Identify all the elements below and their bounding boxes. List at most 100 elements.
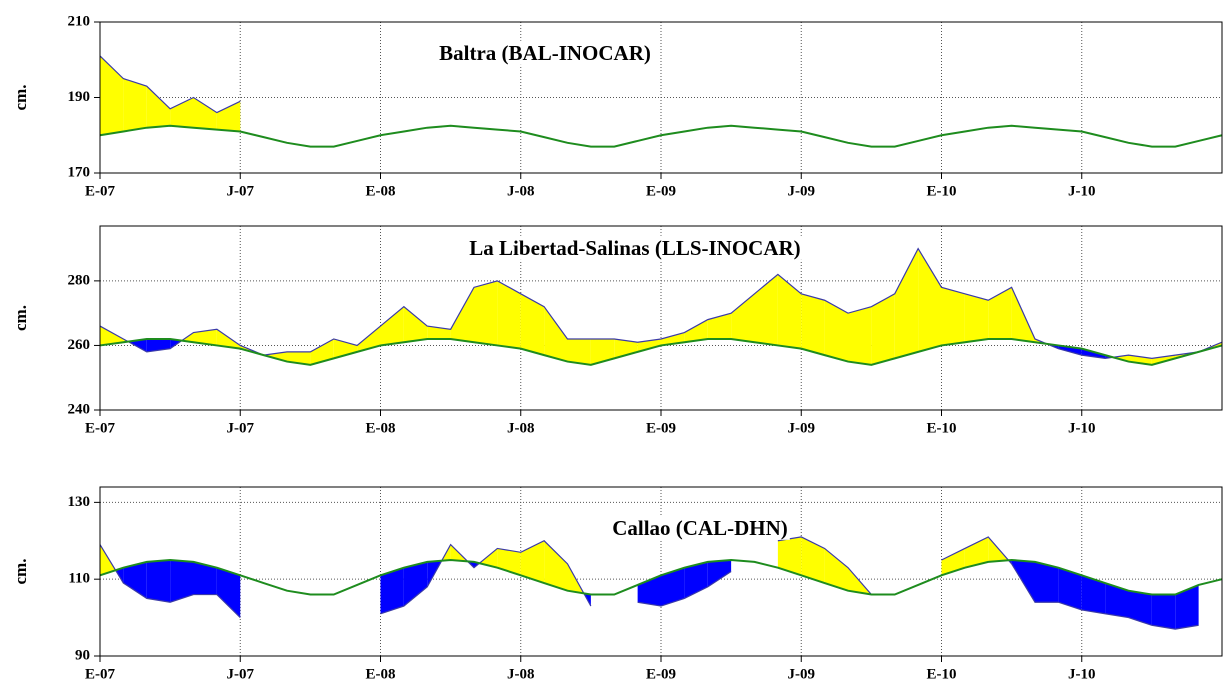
x-tick-label: E-07 (85, 420, 116, 436)
anomaly-fill (1081, 575, 1106, 614)
anomaly-fill (590, 338, 615, 365)
x-tick-label: J-07 (227, 666, 255, 682)
observed-line (99, 536, 1199, 630)
anomaly-fill (310, 338, 334, 365)
x-tick-label: E-09 (646, 420, 676, 436)
x-tick-label: E-10 (927, 666, 957, 682)
anomaly-fill (941, 287, 965, 346)
x-tick-label: J-08 (507, 183, 535, 199)
observed-line (99, 55, 241, 114)
anomaly-fill (567, 338, 591, 365)
x-tick-label: E-08 (366, 183, 396, 199)
anomaly-fill (1151, 594, 1176, 630)
anomaly-fill (380, 306, 404, 346)
plot-frame (99, 486, 1223, 657)
anomaly-fill (193, 97, 217, 130)
anomaly-fill (100, 326, 124, 346)
panel-title: Callao (CAL-DHN) (612, 516, 788, 540)
anomaly-fill (707, 313, 732, 339)
anomaly-fill (661, 567, 685, 607)
anomaly-fill (123, 561, 147, 599)
plot-frame (99, 21, 1223, 174)
anomaly-fill (614, 338, 638, 359)
anomaly-fill (964, 536, 989, 568)
y-tick-label: 210 (68, 13, 91, 29)
anomaly-fill (707, 559, 732, 587)
anomaly-fill (544, 306, 568, 362)
anomaly-fill (357, 326, 381, 352)
anomaly-fill (1105, 583, 1129, 618)
y-tick-label: 170 (68, 164, 91, 180)
y-tick-label: 110 (68, 571, 90, 587)
anomaly-fill (894, 248, 919, 359)
x-tick-label: J-07 (227, 420, 255, 436)
anomaly-fill (918, 248, 942, 352)
anomaly-fill (100, 544, 116, 576)
x-tick-label: J-08 (507, 420, 535, 436)
y-axis-label: cm. (11, 305, 30, 331)
panel-title: La Libertad-Salinas (LLS-INOCAR) (469, 236, 800, 260)
x-tick-label: J-08 (507, 666, 535, 682)
anomaly-fill (988, 287, 1012, 339)
anomaly-fill (474, 280, 498, 346)
anomaly-fill (731, 293, 755, 343)
anomaly-fill (123, 78, 147, 132)
observed-line (99, 247, 1223, 359)
x-tick-label: J-10 (1068, 183, 1096, 199)
y-tick-label: 90 (75, 647, 90, 663)
anomaly-fill (403, 306, 428, 343)
title-background (437, 40, 653, 65)
anomaly-fill (801, 536, 825, 584)
x-tick-label: E-10 (927, 420, 957, 436)
x-tick-label: J-07 (227, 183, 255, 199)
anomaly-fill (544, 540, 568, 591)
anomaly-fill (497, 280, 521, 349)
anomaly-fill (216, 567, 241, 618)
title-background (610, 515, 790, 540)
anomaly-fill (754, 274, 778, 346)
anomaly-fill (216, 329, 241, 349)
y-axis-label: cm. (11, 85, 30, 111)
climatology-line (99, 124, 1223, 148)
anomaly-fill (380, 567, 404, 614)
anomaly-fill (871, 293, 895, 365)
anomaly-fill (170, 97, 194, 128)
climatology-line (99, 558, 1223, 596)
anomaly-fill (403, 561, 428, 607)
anomaly-fill (964, 293, 989, 343)
anomaly-fill (848, 306, 872, 365)
x-tick-label: J-09 (788, 420, 816, 436)
x-tick-label: E-10 (927, 183, 957, 199)
anomaly-fill (1175, 584, 1199, 630)
anomaly-fill (777, 274, 802, 349)
anomaly-fill (824, 548, 848, 591)
anomaly-fill (450, 287, 474, 343)
x-tick-label: J-10 (1068, 666, 1096, 682)
title-background (467, 235, 803, 260)
anomaly-fill (801, 293, 825, 356)
anomaly-fill (1035, 561, 1059, 603)
anomaly-fill (637, 338, 661, 352)
x-tick-label: J-09 (788, 183, 816, 199)
y-tick-label: 130 (68, 494, 91, 510)
x-tick-label: J-09 (788, 666, 816, 682)
plot-frame (99, 225, 1223, 411)
anomaly-fill (520, 293, 545, 356)
anomaly-fill (146, 338, 171, 352)
x-tick-label: E-07 (85, 183, 116, 199)
x-tick-label: J-10 (1068, 420, 1096, 436)
anomaly-fill (146, 86, 171, 128)
y-tick-label: 190 (68, 89, 91, 105)
anomaly-fill (427, 326, 451, 339)
x-tick-label: E-08 (366, 420, 396, 436)
anomaly-fill (170, 559, 194, 603)
anomaly-fill (777, 536, 802, 576)
anomaly-fill (479, 548, 498, 568)
x-tick-label: E-07 (85, 666, 116, 682)
x-tick-label: E-08 (366, 666, 396, 682)
anomaly-fill (193, 561, 217, 595)
climatology-line (99, 337, 1223, 366)
y-tick-label: 240 (68, 401, 91, 417)
y-tick-label: 260 (68, 337, 91, 353)
